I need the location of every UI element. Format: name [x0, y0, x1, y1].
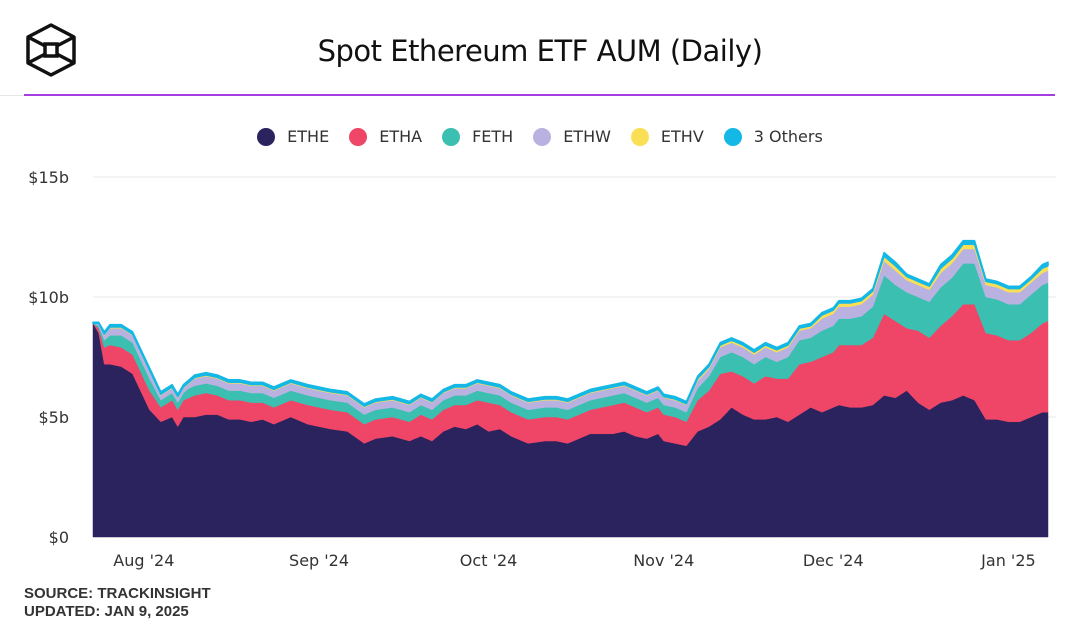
legend-swatch — [349, 127, 368, 146]
legend: ETHE ETHA FETH ETHW ETHV 3 Others — [0, 127, 1080, 146]
x-tick-label: Sep '24 — [289, 551, 349, 570]
x-tick-label: Dec '24 — [803, 551, 864, 570]
x-tick-label: Oct '24 — [460, 551, 518, 570]
stacked-areas — [92, 239, 1049, 538]
legend-label: ETHV — [660, 127, 704, 146]
chart-title: Spot Ethereum ETF AUM (Daily) — [317, 34, 763, 68]
y-axis: $0 $5b $10b $15b — [28, 168, 69, 547]
y-tick-label: $10b — [28, 288, 69, 307]
x-tick-label: Jan '25 — [980, 551, 1036, 570]
header-divider — [0, 95, 24, 96]
legend-label: 3 Others — [753, 127, 823, 146]
legend-item-ethv[interactable]: ETHV — [630, 127, 704, 146]
legend-swatch — [442, 127, 461, 146]
area-3-others — [92, 239, 1049, 407]
source-label: SOURCE: TRACKINSIGHT — [24, 585, 211, 602]
legend-label: FETH — [472, 127, 514, 146]
x-tick-label: Nov '24 — [633, 551, 694, 570]
legend-label: ETHA — [379, 127, 423, 146]
x-axis: Aug '24 Sep '24 Oct '24 Nov '24 Dec '24 Jan '… — [113, 551, 1035, 570]
source-note: SOURCE: TRACKINSIGHT UPDATED: JAN 9, 202… — [24, 585, 211, 621]
legend-item-ethe[interactable]: ETHE — [257, 127, 329, 146]
y-tick-label: $0 — [49, 528, 69, 547]
y-tick-label: $15b — [28, 168, 69, 187]
legend-item-ethw[interactable]: ETHW — [533, 127, 611, 146]
legend-item-etha[interactable]: ETHA — [349, 127, 422, 146]
cube-logo-icon — [26, 23, 76, 77]
updated-label: UPDATED: JAN 9, 2025 — [24, 603, 189, 620]
accent-divider — [24, 94, 1055, 96]
y-tick-label: $5b — [38, 408, 69, 427]
legend-item-feth[interactable]: FETH — [442, 127, 513, 146]
legend-swatch — [533, 127, 552, 146]
legend-swatch — [630, 127, 649, 146]
legend-label: ETHW — [563, 127, 611, 146]
legend-label: ETHE — [287, 127, 330, 146]
legend-swatch — [257, 127, 276, 146]
x-tick-label: Aug '24 — [113, 551, 174, 570]
legend-swatch — [723, 127, 742, 146]
legend-item-3-others[interactable]: 3 Others — [723, 127, 823, 146]
